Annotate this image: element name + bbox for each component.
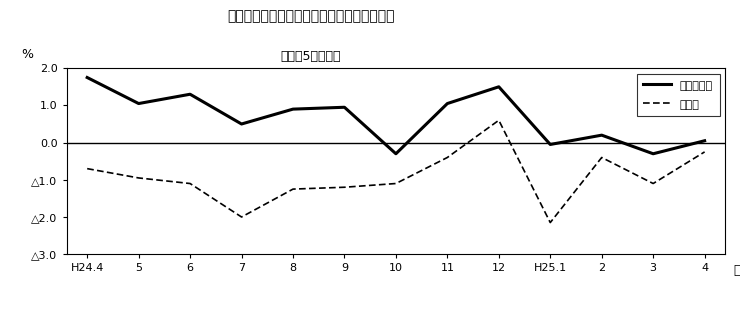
- Text: 月: 月: [733, 264, 740, 277]
- Legend: 調査産業計, 製造業: 調査産業計, 製造業: [636, 74, 719, 116]
- Y-axis label: %: %: [21, 48, 33, 61]
- Text: （規模5人以上）: （規模5人以上）: [280, 50, 341, 63]
- Text: 第３図　常用雇用指数　対前年同月比の推移: 第３図 常用雇用指数 対前年同月比の推移: [227, 9, 394, 23]
